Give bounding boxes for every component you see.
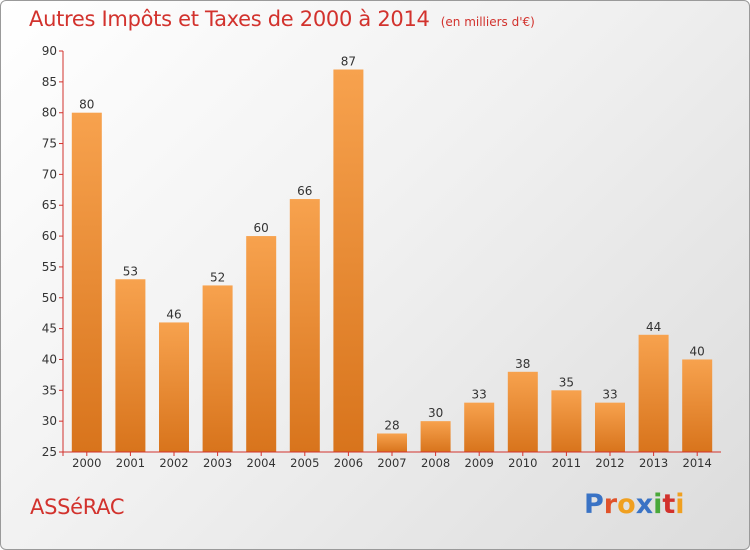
bar — [246, 236, 277, 452]
bar — [420, 421, 451, 452]
x-tick-label: 2000 — [72, 456, 101, 470]
logo-letter: P — [584, 489, 604, 520]
bar — [464, 402, 495, 452]
y-tick-label: 90 — [42, 44, 57, 58]
bar-value-label: 30 — [428, 406, 443, 420]
y-tick-label: 75 — [42, 137, 57, 151]
y-tick-label: 55 — [42, 260, 57, 274]
logo-letter: o — [617, 489, 636, 520]
bars — [71, 69, 713, 452]
x-tick-label: 2010 — [508, 456, 537, 470]
bar — [377, 433, 407, 452]
y-tick-label: 85 — [42, 75, 57, 89]
y-tick-label: 70 — [42, 167, 57, 181]
bar-value-label: 87 — [341, 55, 356, 69]
chart-subtitle: (en milliers d'€) — [440, 15, 535, 29]
x-tick-label: 2003 — [203, 456, 232, 470]
bar-value-label: 33 — [602, 388, 617, 402]
bar — [71, 112, 102, 452]
x-tick-label: 2008 — [421, 456, 450, 470]
bar-value-label: 40 — [690, 344, 705, 358]
value-labels: 80 53 46 52 60 66 87 28 30 33 38 35 33 44 40 — [79, 55, 705, 433]
y-tick-label: 35 — [42, 383, 57, 397]
bar — [507, 371, 538, 452]
logo-letter: t — [662, 489, 676, 520]
bar-value-label: 35 — [559, 375, 574, 389]
y-axis-ticks: 25 30 35 40 45 50 55 60 65 70 75 80 85 90 — [42, 44, 63, 459]
y-tick-label: 80 — [42, 106, 57, 120]
x-tick-label: 2012 — [595, 456, 624, 470]
x-tick-label: 2002 — [159, 456, 188, 470]
bar — [202, 285, 233, 452]
y-tick-label: 40 — [42, 352, 57, 366]
place-name: ASSéRAC — [30, 495, 125, 519]
bar-value-label: 38 — [515, 357, 530, 371]
bar — [333, 69, 364, 452]
bar — [551, 390, 582, 452]
bar — [115, 279, 146, 452]
logo-letter: i — [653, 489, 663, 520]
bar-value-label: 46 — [166, 307, 181, 321]
y-tick-label: 50 — [42, 291, 57, 305]
bar-value-label: 66 — [297, 184, 312, 198]
chart-header: Autres Impôts et Taxes de 2000 à 2014 (e… — [29, 7, 535, 31]
logo-letter: r — [603, 489, 618, 520]
bar-value-label: 33 — [472, 388, 487, 402]
bar-value-label: 52 — [210, 270, 225, 284]
logo-letter: i — [675, 489, 685, 520]
x-tick-label: 2011 — [552, 456, 581, 470]
x-tick-label: 2009 — [465, 456, 494, 470]
bar-value-label: 80 — [79, 98, 94, 112]
y-tick-label: 45 — [42, 322, 57, 336]
x-tick-label: 2005 — [290, 456, 319, 470]
x-tick-label: 2013 — [639, 456, 668, 470]
bar — [595, 402, 625, 452]
chart-title: Autres Impôts et Taxes de 2000 à 2014 — [29, 7, 430, 31]
x-tick-label: 2014 — [683, 456, 712, 470]
bar — [289, 199, 320, 452]
bar-value-label: 53 — [123, 264, 138, 278]
y-tick-label: 65 — [42, 198, 57, 212]
x-tick-label: 2007 — [377, 456, 406, 470]
logo-letter: x — [635, 489, 654, 520]
bar — [159, 322, 189, 452]
y-tick-label: 60 — [42, 229, 57, 243]
x-tick-label: 2004 — [247, 456, 276, 470]
bar — [682, 359, 713, 452]
x-tick-label: 2001 — [116, 456, 145, 470]
bar — [638, 334, 669, 452]
proxiti-logo[interactable]: Proxiti — [584, 489, 685, 520]
bar-value-label: 28 — [384, 418, 399, 432]
y-tick-label: 30 — [42, 414, 57, 428]
bar-value-label: 60 — [254, 221, 269, 235]
x-axis-ticks: 2000 2001 2002 2003 2004 2005 2006 2007 2008 2009… — [72, 452, 712, 470]
y-tick-label: 25 — [42, 445, 57, 459]
x-tick-label: 2006 — [334, 456, 363, 470]
bar-value-label: 44 — [646, 320, 661, 334]
